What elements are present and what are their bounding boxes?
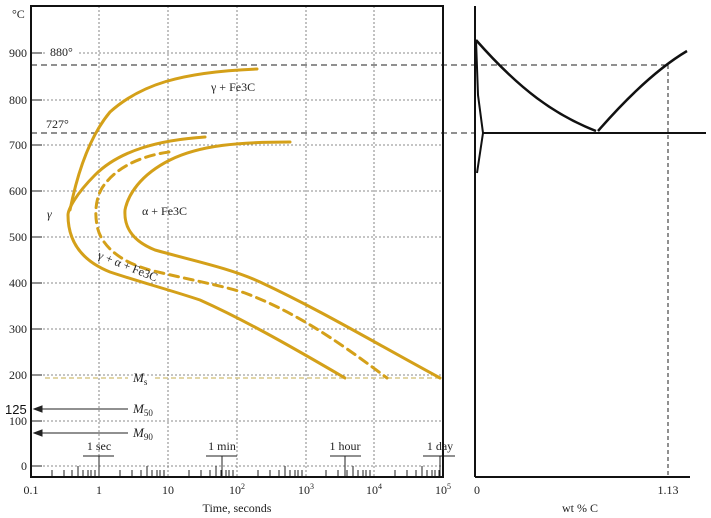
- y-tick-label: 500: [9, 230, 27, 244]
- grid-vertical: [98, 6, 375, 477]
- y-tick-label: 0: [21, 459, 27, 473]
- region-gamma-fe3c: γ + Fe3C: [210, 80, 255, 94]
- y-tick-label: 700: [9, 138, 27, 152]
- curve-start-outer: [66, 135, 347, 380]
- acm-line: [597, 49, 688, 132]
- y-tick-label: 900: [9, 46, 27, 60]
- region-gamma: γ: [47, 207, 52, 221]
- x-tick-label: 103: [298, 482, 314, 497]
- y-tick-label: 600: [9, 184, 27, 198]
- y-tick-label: 100: [9, 414, 27, 428]
- ttt-plot-frame: [30, 5, 444, 478]
- y-unit-label: °C: [12, 7, 25, 21]
- phase-x-tick-0: 0: [474, 483, 480, 497]
- marker-1-hour: 1 hour: [330, 439, 361, 453]
- marker-1-min: 1 min: [208, 439, 236, 453]
- marker-1-day: 1 day: [427, 439, 453, 453]
- phase-diagram: 0 1.13 wt % C: [474, 6, 706, 515]
- curve-proeutectoid-start: [68, 67, 259, 212]
- curve-finish: [123, 140, 442, 380]
- x-tick-label: 104: [366, 482, 382, 497]
- m90-arrow: [32, 429, 128, 437]
- y-tick-label: 800: [9, 93, 27, 107]
- y-tick-labels: 900 800 700 600 500 400 300 200 100 0: [9, 46, 27, 473]
- curve-50pct: [94, 150, 389, 380]
- x-tick-label: 102: [229, 482, 245, 497]
- time-markers: [83, 455, 455, 477]
- m50-arrow: [32, 405, 128, 413]
- x-tick-label: 0.1: [24, 483, 39, 497]
- y-tick-marks: [31, 52, 42, 467]
- x-tick-label: 105: [435, 482, 451, 497]
- x-tick-labels: 0.1 1 10 102 103 104 105: [24, 482, 452, 497]
- alpha-region: [475, 39, 485, 174]
- x-axis-title: Time, seconds: [203, 501, 272, 515]
- label-m50: M50: [132, 401, 153, 418]
- x-tick-label: 1: [96, 483, 102, 497]
- ttt-curves: [66, 67, 442, 380]
- x-minor-ticks: [51, 466, 440, 477]
- a3-line: [475, 39, 597, 133]
- y-tick-label: 200: [9, 368, 27, 382]
- x-tick-label: 10: [162, 483, 174, 497]
- y-tick-label: 300: [9, 322, 27, 336]
- ttt-chart: 900 800 700 600 500 400 300 200 100 0 °C…: [5, 5, 668, 515]
- marker-1-sec: 1 sec: [87, 439, 111, 453]
- annotation-125: 125: [5, 402, 27, 417]
- label-m90: M90: [132, 425, 153, 442]
- phase-x-axis-title: wt % C: [562, 501, 598, 515]
- ref-label-727: 727°: [46, 117, 69, 131]
- region-alpha-fe3c: α + Fe3C: [142, 204, 187, 218]
- label-ms: Ms: [132, 370, 148, 387]
- phase-x-tick-113: 1.13: [658, 483, 679, 497]
- ref-label-880: 880°: [50, 45, 73, 59]
- y-tick-label: 400: [9, 276, 27, 290]
